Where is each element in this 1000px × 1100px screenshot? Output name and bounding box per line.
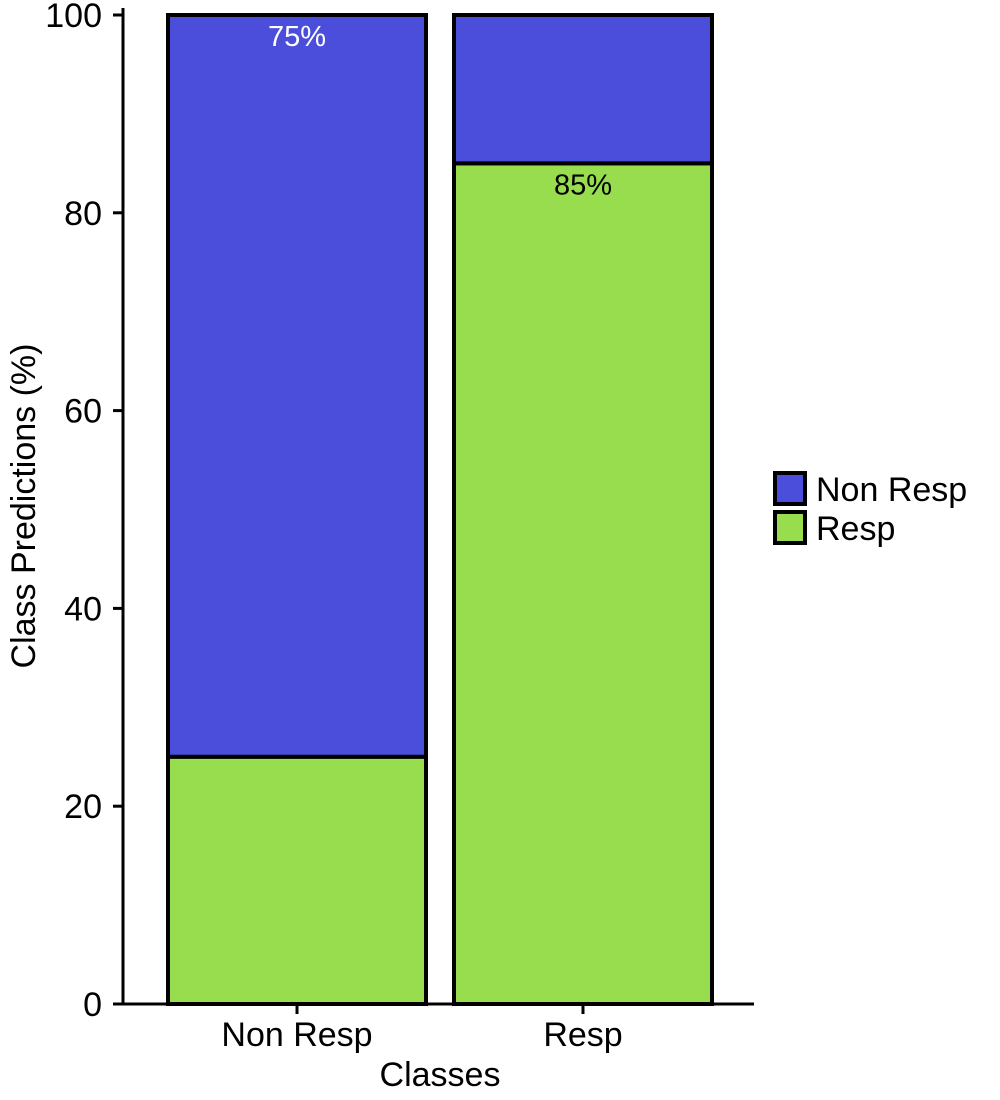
bar-non-resp-non-resp [166, 13, 428, 759]
y-tick-label-60: 60 [64, 393, 102, 431]
legend-label-non-resp: Non Resp [816, 471, 967, 509]
axes-layer [121, 8, 754, 1006]
y-axis-title: Class Predictions (%) [5, 344, 43, 669]
x-ticks-layer: Non Resp Resp [221, 1004, 623, 1054]
legend-swatch-resp [773, 510, 807, 545]
bar-resp-non-resp [452, 13, 714, 166]
y-ticks-layer: 0 20 40 60 80 100 [45, 0, 123, 1024]
x-tick-label-non-resp: Non Resp [221, 1016, 372, 1054]
bar-non-resp-resp [166, 754, 428, 1006]
y-tick-label-100: 100 [45, 0, 102, 35]
x-tick-label-resp: Resp [543, 1016, 622, 1054]
x-axis-title: Classes [380, 1056, 501, 1094]
y-tick-label-80: 80 [64, 195, 102, 233]
y-tick-label-20: 20 [64, 788, 102, 826]
bars-layer [166, 13, 714, 1007]
bar-resp-resp [452, 161, 714, 1007]
data-label-resp: 85% [554, 169, 612, 201]
legend-label-resp: Resp [816, 510, 895, 548]
data-labels-layer: 75% 85% [268, 21, 612, 201]
legend-swatch-non-resp [773, 471, 807, 506]
y-tick-label-0: 0 [83, 986, 102, 1024]
data-label-non-resp: 75% [268, 21, 326, 53]
y-tick-label-40: 40 [64, 590, 102, 628]
